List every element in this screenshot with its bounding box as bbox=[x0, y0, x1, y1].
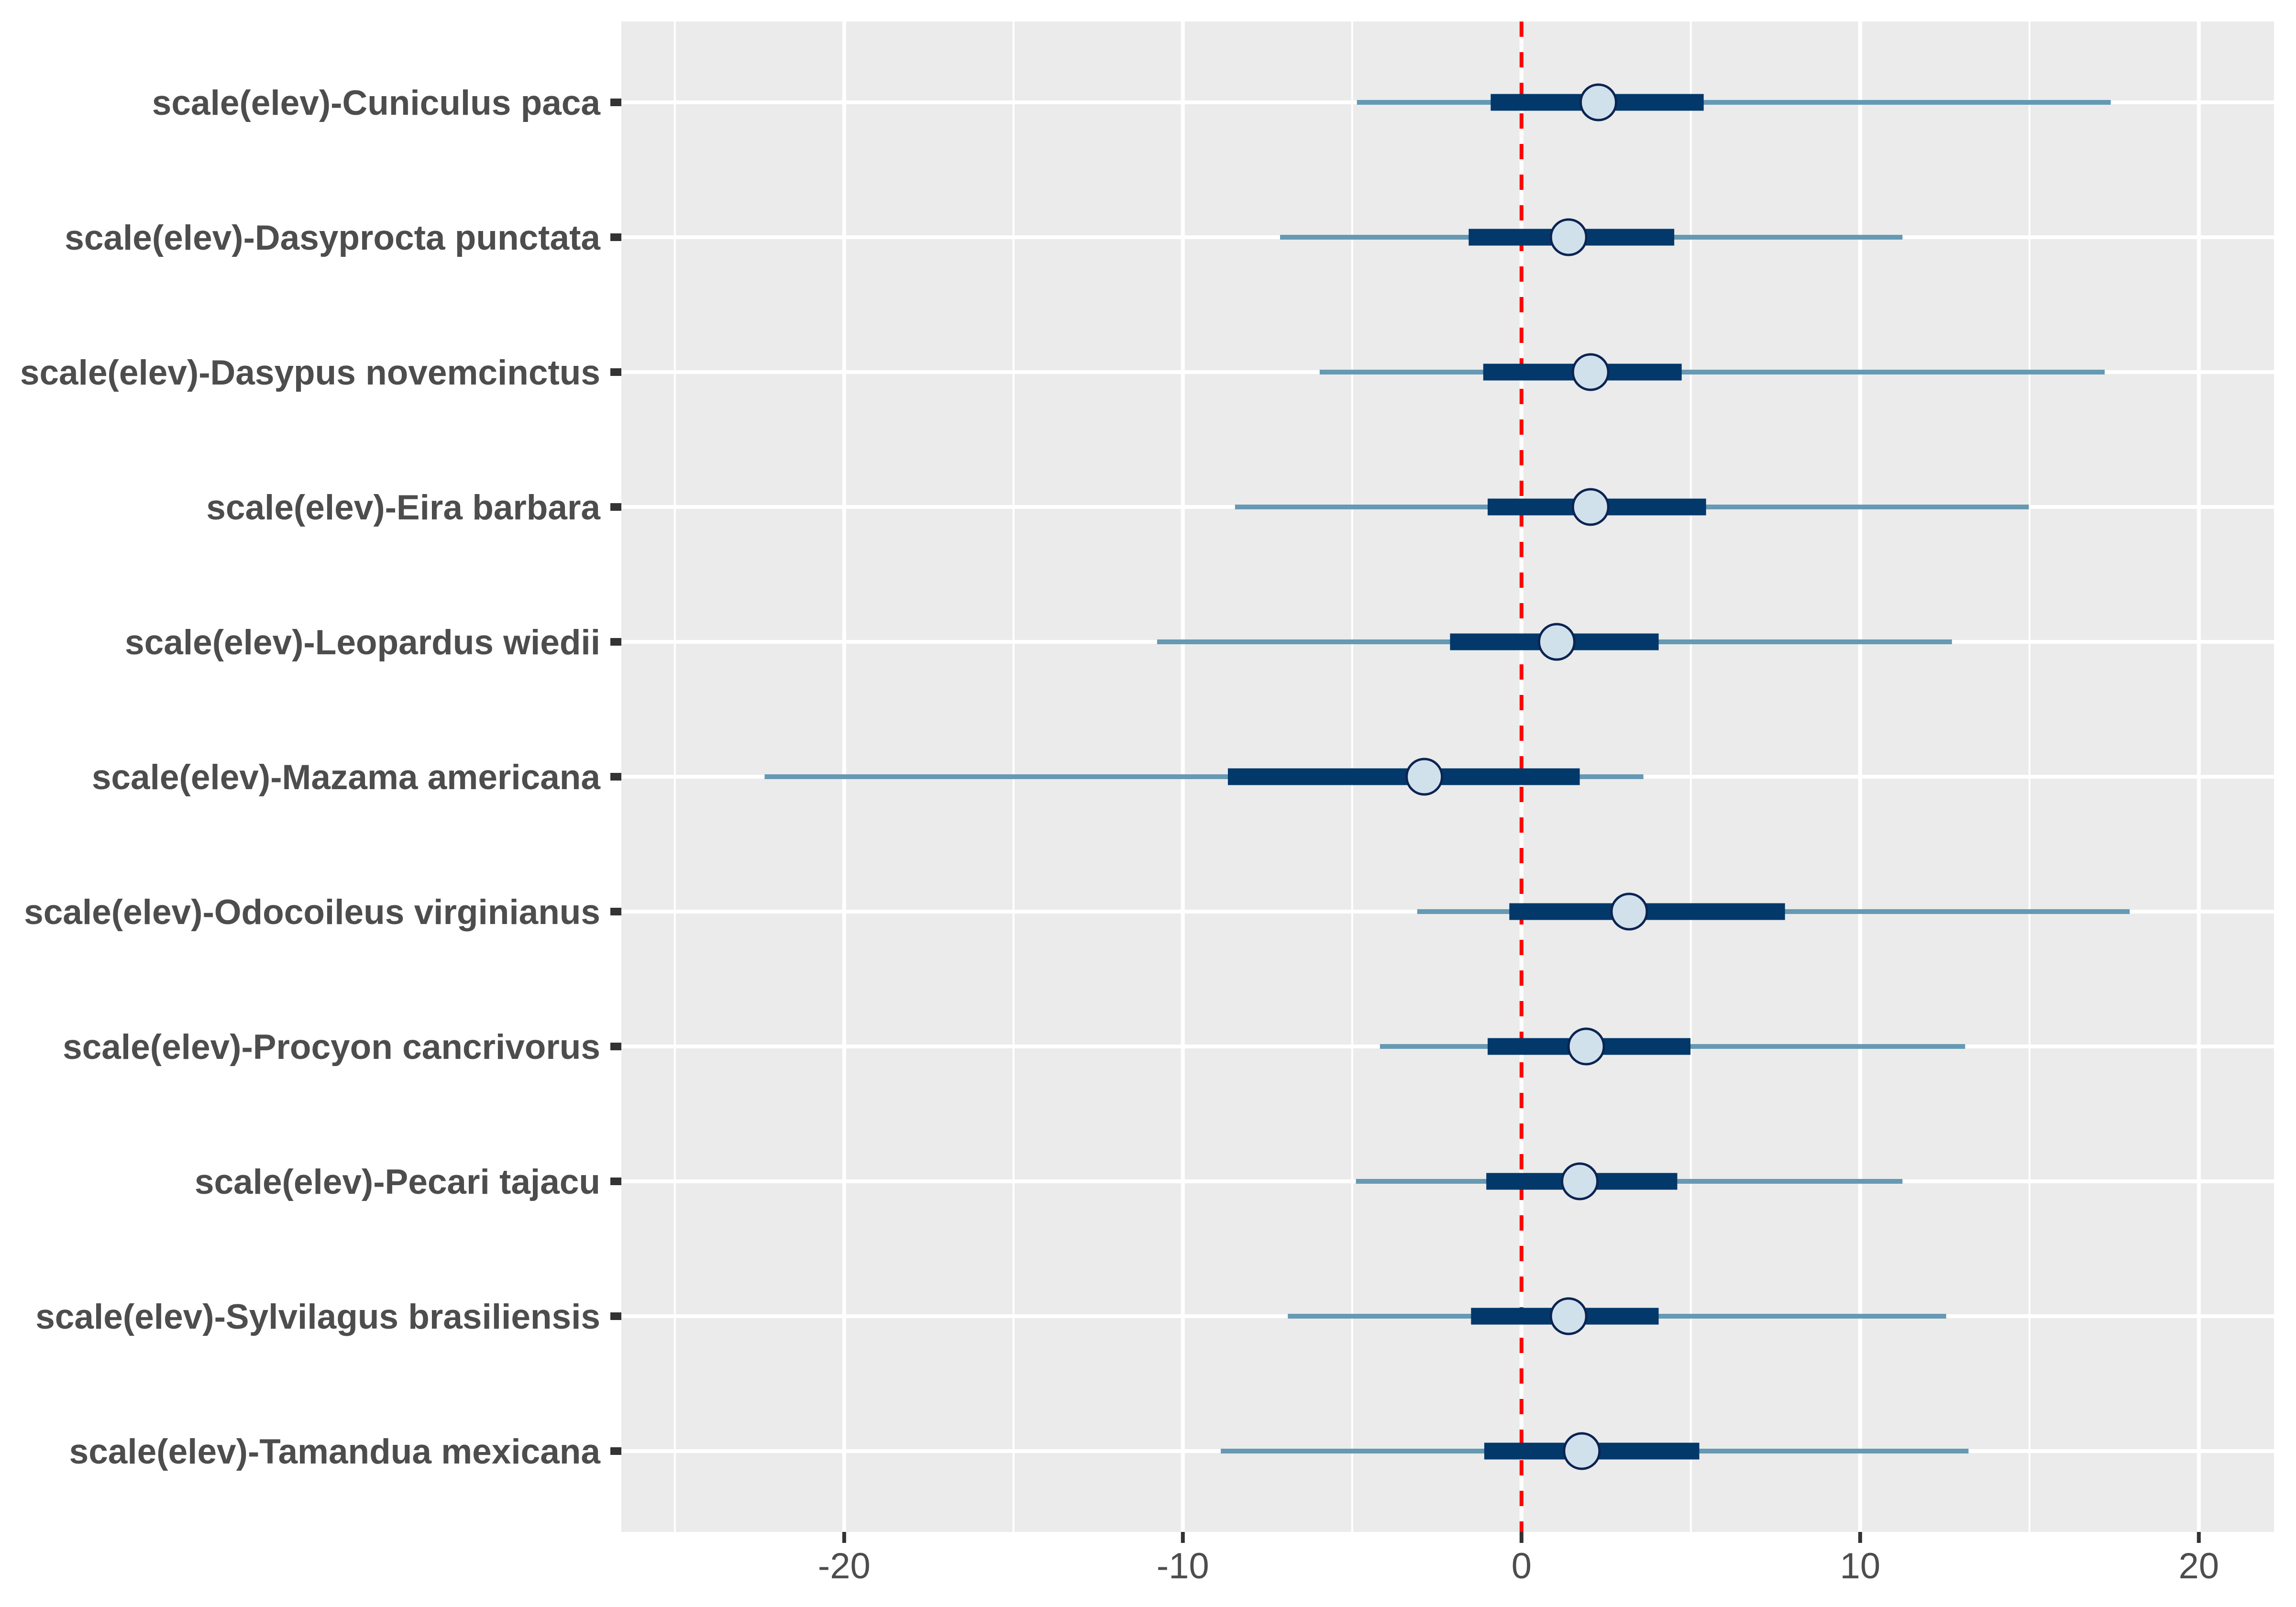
outer-interval-bar bbox=[1319, 370, 2105, 374]
y-axis-tick bbox=[610, 1043, 621, 1050]
y-axis-tick bbox=[610, 503, 621, 511]
y-axis-label: scale(elev)-Odocoileus virginianus bbox=[24, 893, 600, 932]
x-axis-ticks bbox=[842, 1532, 2201, 1543]
x-axis-tick bbox=[1181, 1532, 1185, 1543]
y-axis-label: scale(elev)-Dasyprocta punctata bbox=[65, 219, 601, 257]
x-axis-tick bbox=[842, 1532, 846, 1543]
y-axis-labels: scale(elev)-Cuniculus paca scale(elev)-Da… bbox=[20, 84, 601, 1471]
y-axis-label: scale(elev)-Procyon cancrivorus bbox=[63, 1028, 600, 1067]
point-estimate bbox=[1567, 1027, 1605, 1066]
x-axis-tick bbox=[1858, 1532, 1862, 1543]
point-estimate bbox=[1571, 488, 1610, 526]
y-axis-tick bbox=[610, 638, 621, 646]
y-axis-tick bbox=[610, 773, 621, 781]
y-axis-tick bbox=[610, 233, 621, 241]
y-axis-ticks bbox=[610, 99, 621, 1455]
inner-interval-bar bbox=[1228, 768, 1580, 785]
point-estimate bbox=[1563, 1432, 1601, 1470]
y-axis-label: scale(elev)-Leopardus wiedii bbox=[125, 623, 600, 662]
point-estimate bbox=[1579, 83, 1618, 121]
point-estimate bbox=[1610, 892, 1648, 931]
x-axis-tick bbox=[2197, 1532, 2201, 1543]
x-axis-tick-label: 0 bbox=[1512, 1546, 1532, 1586]
x-axis-tick-label: 20 bbox=[2179, 1546, 2219, 1586]
point-estimates bbox=[1405, 83, 1648, 1470]
y-axis-label: scale(elev)-Tamandua mexicana bbox=[69, 1432, 601, 1471]
point-estimate bbox=[1405, 758, 1444, 796]
x-axis-labels: -20 -10 0 10 20 bbox=[818, 1546, 2219, 1586]
y-axis-label: scale(elev)-Cuniculus paca bbox=[152, 84, 601, 122]
point-estimate bbox=[1571, 353, 1610, 391]
y-axis-tick bbox=[610, 99, 621, 106]
x-axis-tick-label: -20 bbox=[818, 1546, 871, 1586]
y-axis-label: scale(elev)-Sylvilagus brasiliensis bbox=[35, 1298, 600, 1336]
outer-interval-bar bbox=[764, 774, 1644, 779]
y-axis-tick bbox=[610, 1447, 621, 1455]
y-axis-tick bbox=[610, 368, 621, 376]
y-axis-label: scale(elev)-Eira barbara bbox=[206, 488, 601, 527]
y-axis-label: scale(elev)-Pecari tajacu bbox=[195, 1163, 600, 1201]
y-axis-tick bbox=[610, 908, 621, 915]
point-estimate bbox=[1561, 1162, 1599, 1200]
y-axis-label: scale(elev)-Mazama americana bbox=[92, 758, 601, 797]
x-axis-tick-label: 10 bbox=[1840, 1546, 1881, 1586]
y-axis-tick bbox=[610, 1312, 621, 1320]
x-axis-tick-label: -10 bbox=[1157, 1546, 1209, 1586]
x-axis-tick bbox=[1519, 1532, 1523, 1543]
y-axis-label: scale(elev)-Dasypus novemcinctus bbox=[20, 353, 600, 392]
point-estimate bbox=[1549, 1297, 1588, 1335]
point-estimate bbox=[1549, 218, 1588, 256]
y-axis-tick bbox=[610, 1178, 621, 1185]
outer-interval-bar bbox=[1357, 100, 2111, 105]
point-estimate bbox=[1537, 623, 1576, 661]
